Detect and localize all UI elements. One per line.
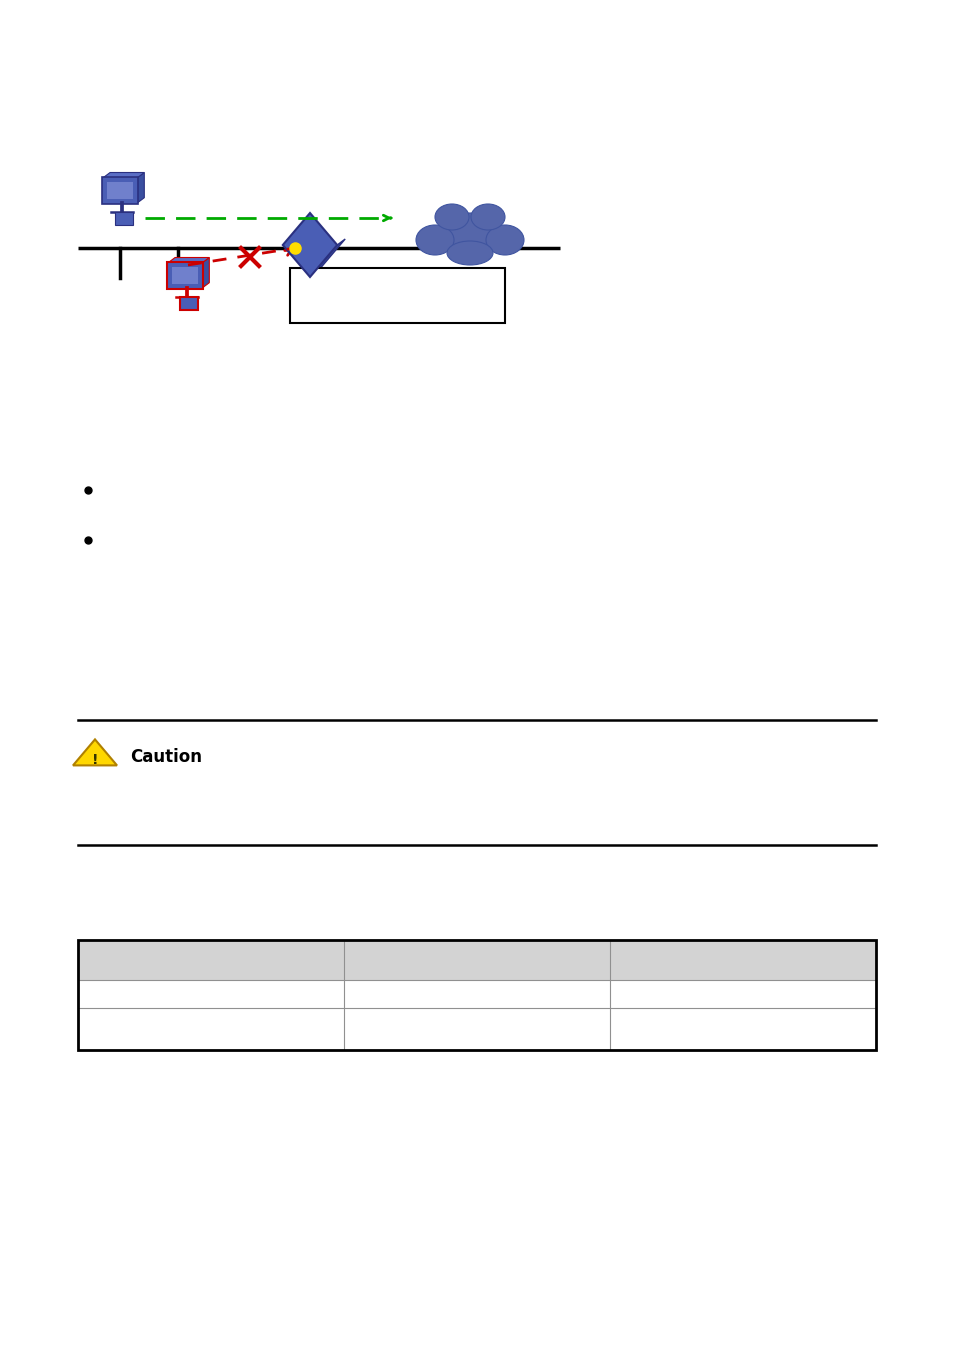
Bar [290, 269, 504, 323]
Polygon shape [202, 258, 209, 288]
Bar [107, 182, 132, 198]
Ellipse shape [447, 242, 493, 265]
Ellipse shape [485, 225, 523, 255]
Ellipse shape [416, 225, 454, 255]
Polygon shape [73, 740, 117, 765]
Bar [78, 940, 875, 980]
Polygon shape [168, 258, 209, 263]
Bar [78, 980, 875, 1008]
Ellipse shape [471, 204, 504, 230]
Polygon shape [103, 173, 144, 178]
Text: Caution: Caution [130, 748, 202, 765]
Ellipse shape [435, 204, 469, 230]
Polygon shape [282, 213, 336, 277]
FancyBboxPatch shape [167, 262, 203, 289]
Ellipse shape [439, 213, 499, 256]
Bar [78, 940, 875, 1050]
Bar [78, 1008, 875, 1050]
Text: !: ! [91, 753, 98, 767]
Bar [115, 212, 133, 224]
Bar [172, 267, 197, 284]
Polygon shape [310, 239, 345, 277]
FancyBboxPatch shape [102, 177, 138, 204]
Polygon shape [137, 173, 144, 202]
Bar [180, 297, 198, 309]
